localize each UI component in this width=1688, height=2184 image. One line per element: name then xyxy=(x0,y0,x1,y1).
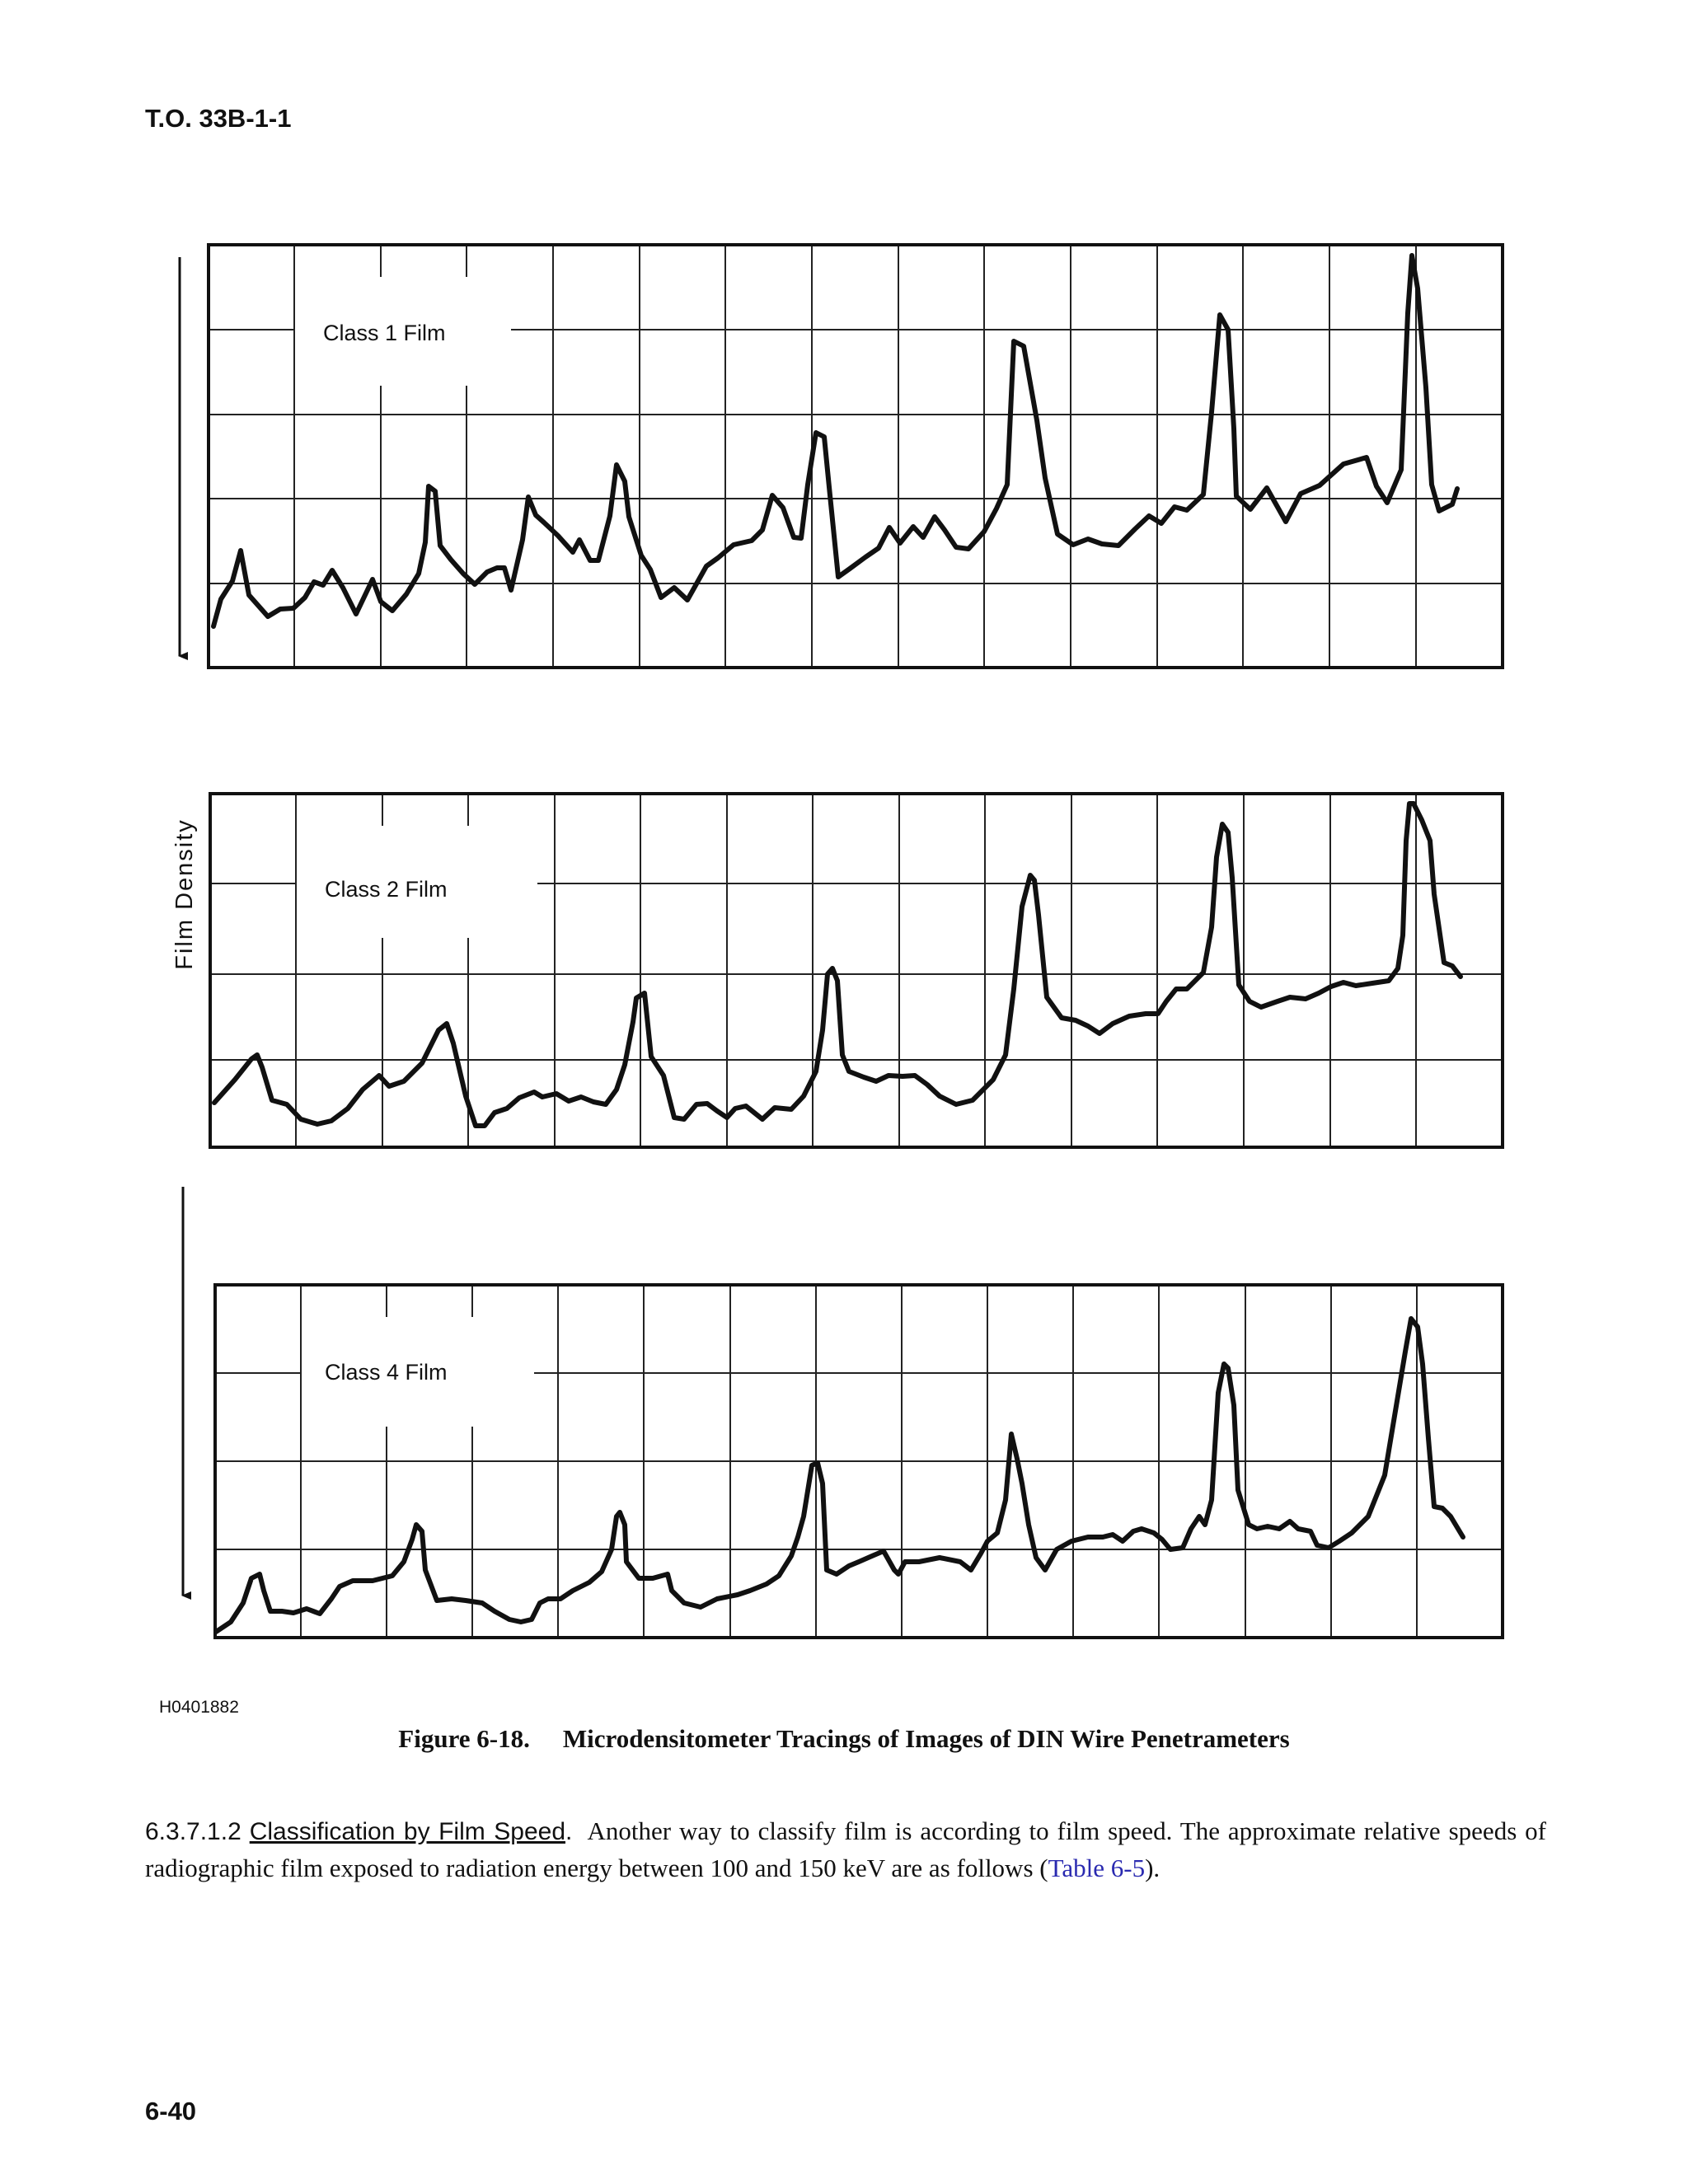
section-heading: Classification by Film Speed xyxy=(249,1818,566,1845)
panel-label: Class 4 Film xyxy=(325,1360,448,1385)
figure-id: H0401882 xyxy=(159,1698,239,1717)
table-link[interactable]: Table 6-5 xyxy=(1048,1854,1146,1882)
trace-class-4 xyxy=(213,1316,1465,1634)
figure-caption: Figure 6-18. Microdensitometer Tracings o… xyxy=(0,1724,1688,1754)
caption-title: Microdensitometer Tracings of Images of … xyxy=(562,1724,1290,1753)
label-box xyxy=(297,826,537,938)
paragraph-text: Another way to classify film is accordin… xyxy=(145,1816,1546,1882)
trace-class-1 xyxy=(211,253,1460,629)
panel-label: Class 2 Film xyxy=(325,877,448,902)
section-number: 6.3.7.1.2 xyxy=(145,1818,241,1845)
panel-class-4: Class 4 Film xyxy=(213,1283,1504,1639)
figure-6-18: Film Density xyxy=(159,243,1504,1717)
panel-class-1: Class 1 Film xyxy=(207,243,1504,669)
page-number: 6-40 xyxy=(145,2097,197,2125)
trace-class-2 xyxy=(212,801,1463,1128)
grid-lines xyxy=(215,1285,1503,1638)
panel-label: Class 1 Film xyxy=(323,321,446,345)
label-box xyxy=(295,277,511,386)
panel-class-2: Class 2 Film xyxy=(209,792,1504,1149)
label-box xyxy=(302,1317,534,1427)
document-id: T.O. 33B-1-1 xyxy=(145,104,292,133)
y-axis-label: Film Density xyxy=(171,818,198,970)
densitometer-tracings: Film Density xyxy=(171,243,1504,1639)
body-paragraph: 6.3.7.1.2 Classification by Film Speed. … xyxy=(145,1816,1546,1882)
caption-number: Figure 6-18. xyxy=(398,1724,530,1753)
paragraph-text-end: ). xyxy=(1145,1854,1160,1882)
